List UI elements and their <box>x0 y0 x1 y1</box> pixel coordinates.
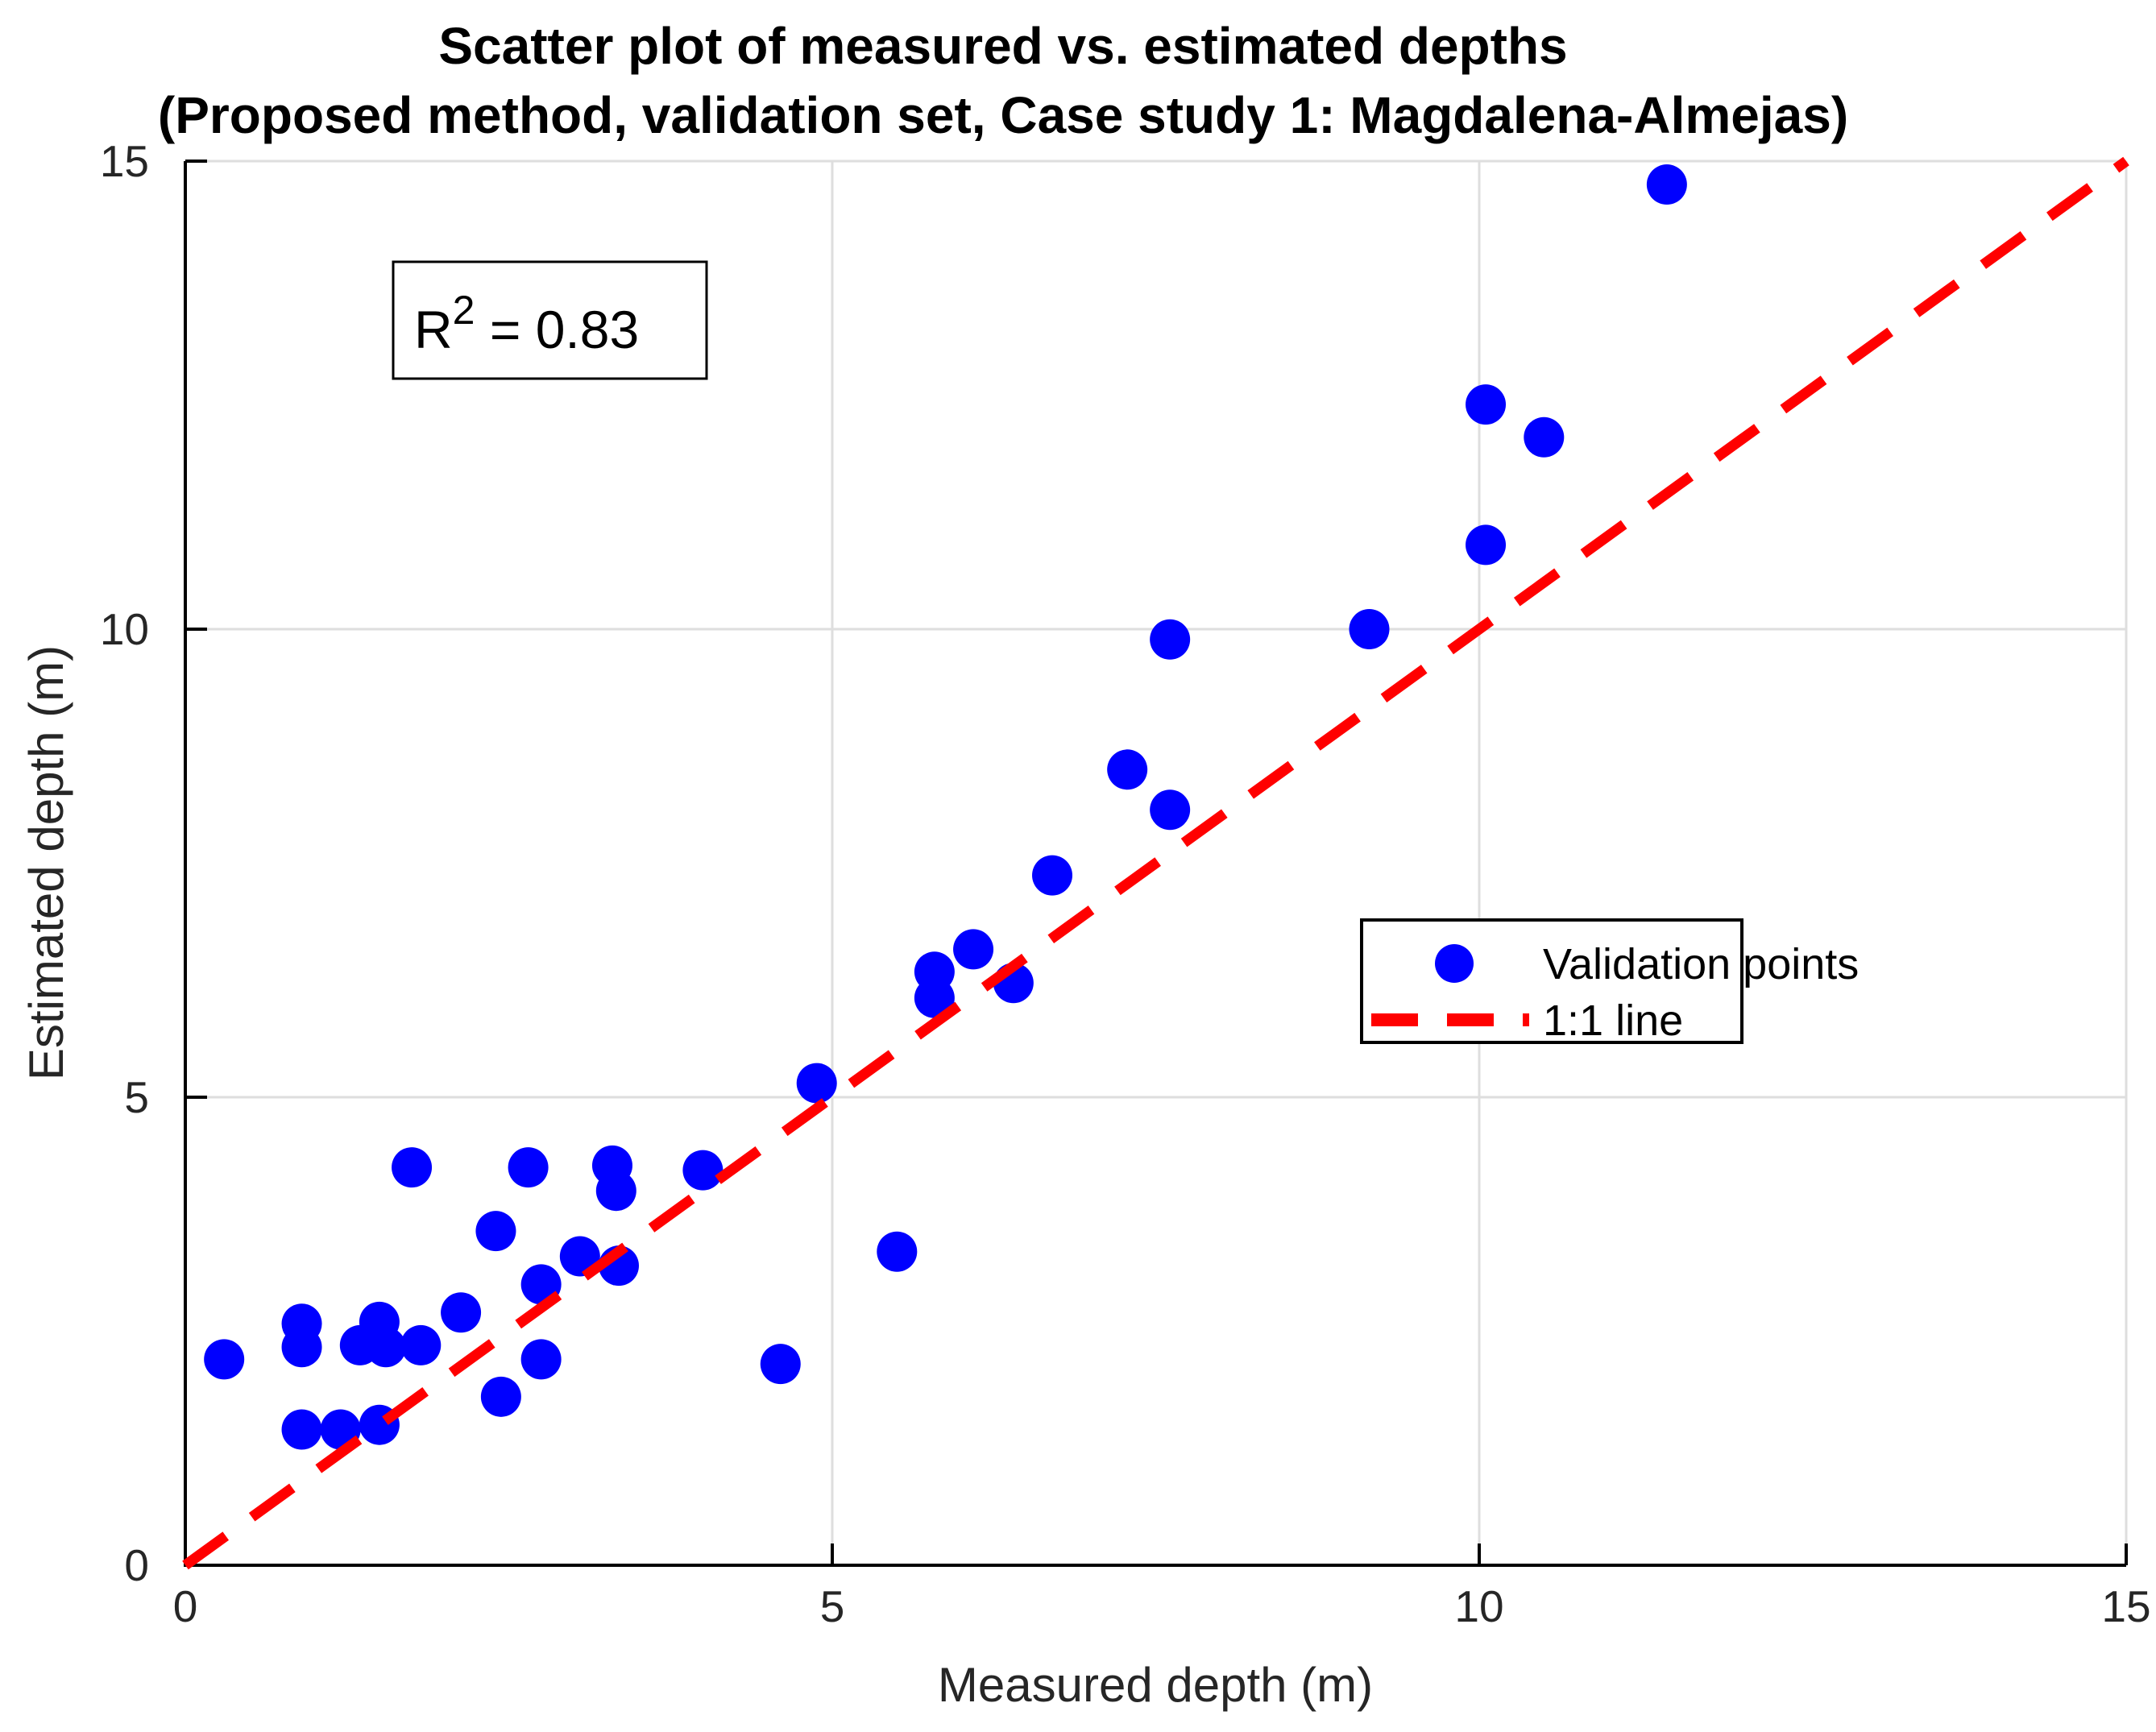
x-axis-label: Measured depth (m) <box>938 1658 1373 1712</box>
y-tick-label: 15 <box>100 136 149 186</box>
scatter-point <box>953 929 994 970</box>
scatter-point <box>1466 384 1507 425</box>
identity-line <box>182 156 2129 1570</box>
r2-annotation-box: R2 = 0.83 <box>392 260 708 380</box>
scatter-point <box>1150 789 1191 831</box>
scatter-point <box>475 1211 516 1252</box>
scatter-point <box>392 1147 433 1188</box>
series-layer <box>182 156 2129 1570</box>
scatter-point <box>400 1324 442 1365</box>
x-tick-label: 5 <box>820 1581 845 1631</box>
y-tick-label: 5 <box>124 1072 149 1122</box>
scatter-point <box>796 1063 837 1104</box>
y-axis-label: Estimated depth (m) <box>19 645 73 1080</box>
x-tick-label: 0 <box>173 1581 198 1631</box>
legend: Validation points 1:1 line <box>1360 918 1859 1045</box>
scatter-point <box>204 1339 245 1380</box>
scatter-point <box>914 977 955 1018</box>
scatter-point <box>682 1150 724 1191</box>
scatter-point <box>508 1147 549 1188</box>
scatter-point <box>281 1409 322 1450</box>
scatter-point <box>1150 619 1191 660</box>
r2-value: = 0.83 <box>475 300 639 359</box>
scatter-point <box>281 1327 322 1368</box>
y-tick-label: 0 <box>124 1540 149 1590</box>
scatter-point <box>760 1344 801 1385</box>
y-tick-label: 10 <box>100 604 149 654</box>
x-tick-label: 10 <box>1454 1581 1503 1631</box>
scatter-point <box>441 1292 482 1333</box>
scatter-point <box>1107 749 1148 790</box>
r2-base: R <box>414 300 453 359</box>
scatter-point <box>1349 609 1390 649</box>
chart-title-line1: Scatter plot of measured vs. estimated d… <box>438 17 1567 75</box>
scatter-point <box>365 1327 406 1368</box>
scatter-point <box>1466 524 1507 566</box>
legend-label-validation-points: Validation points <box>1543 940 1859 988</box>
chart-title-line2: (Proposed method, validation set, Case s… <box>158 86 1848 144</box>
r2-superscript: 2 <box>453 288 475 333</box>
legend-border <box>1360 918 1743 1044</box>
r2-text: R2 = 0.83 <box>414 288 639 359</box>
legend-label-1-1-line: 1:1 line <box>1543 997 1683 1045</box>
scatter-point <box>1032 855 1073 896</box>
scatter-point <box>595 1171 636 1212</box>
legend-marker-validation-points <box>1435 944 1474 983</box>
tick-layer: 0 5 10 15 0 5 10 15 <box>100 136 2151 1631</box>
r2-box-border <box>392 260 708 380</box>
scatter-point <box>877 1231 918 1272</box>
x-tick-label: 15 <box>2101 1581 2150 1631</box>
scatter-point <box>480 1376 521 1417</box>
scatter-point <box>1646 164 1687 205</box>
scatter-point <box>1524 416 1565 458</box>
scatter-point <box>520 1339 562 1380</box>
